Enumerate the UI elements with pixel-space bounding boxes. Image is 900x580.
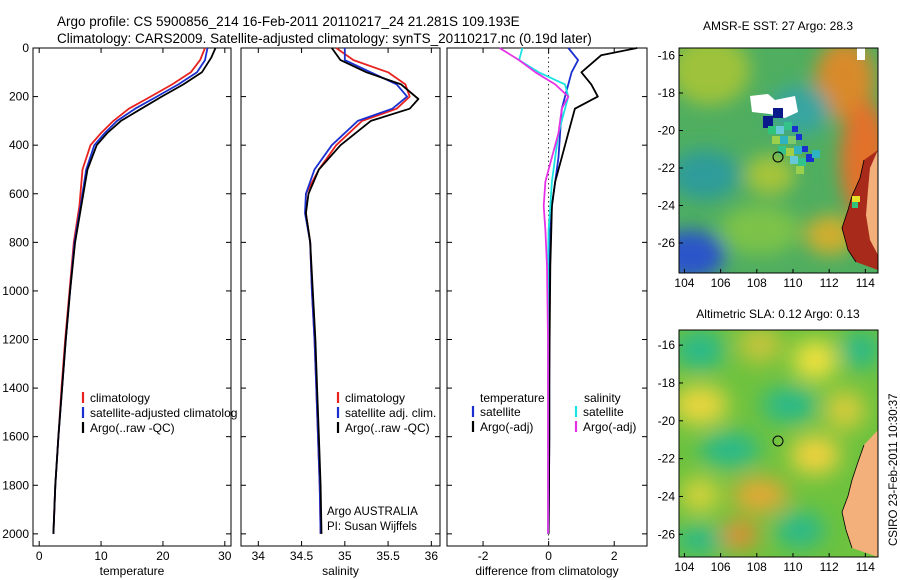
sst-map-axes: 104 106 108 110 112 114 -16 -18 -20 -22 -24 -26 [658,49,876,291]
sst-map-title: AMSR-E SST: 27 Argo: 28.3 [703,19,853,33]
y-tick-label: 600 [9,187,29,201]
sst-argo-swath [763,108,820,174]
map-y-tick-label: -22 [658,452,676,466]
x-tick-label: 0 [36,549,43,563]
plot-frame [32,47,232,547]
legend-label: Argo(-adj) [480,420,533,434]
y-tick-label: 800 [9,235,29,249]
x-tick-label: 30 [218,549,232,563]
map-x-tick-label: 108 [747,276,767,290]
sla-argo-marker [772,435,784,447]
sst-map: AMSR-E SST: 27 Argo: 28.3 [658,19,879,291]
y-tick-label: 1200 [2,333,29,347]
sla-map-axes: 104 106 108 110 112 114 -16 -18 -20 -22 -24 -26 [658,338,876,574]
sla-map-field [679,330,878,557]
x-axis-label: temperature [100,564,165,578]
legend-heading-temperature: temperature [480,391,545,405]
sla-land [842,430,878,557]
x-tick-label: 35.5 [376,549,400,563]
annotation-text: Argo AUSTRALIA [327,506,418,518]
map-x-tick-label: 106 [711,276,731,290]
map-x-tick-label: 112 [820,276,839,290]
y-tick-label: 1800 [2,478,29,492]
x-tick-label: 0 [545,549,552,563]
plot-frame [240,47,441,547]
title-line1: Argo profile: CS 5900856_214 16-Feb-2011… [57,14,520,29]
x-tick-label: 10 [94,549,108,563]
map-y-tick-label: -18 [658,376,676,390]
sla-map-title: Altimetric SLA: 0.12 Argo: 0.13 [696,307,860,321]
map-y-tick-label: -24 [658,489,676,503]
x-tick-label: -2 [478,549,489,563]
x-tick-label: 34.5 [290,549,314,563]
legend-label: climatology [345,391,405,405]
map-x-tick-label: 112 [820,560,839,574]
x-tick-label: 2 [611,549,618,563]
map-y-tick-label: -22 [658,161,676,175]
map-y-tick-label: -16 [658,49,676,63]
sla-coastline [841,444,865,549]
sst-argo-marker [772,151,784,163]
y-tick-label: 0 [22,41,29,55]
sst-missing-data [750,94,798,118]
sst-map-frame [678,47,879,274]
map-x-tick-label: 114 [856,560,875,574]
y-tick-label: 1600 [2,430,29,444]
sst-coastal-dot [852,196,860,202]
legend-label: Argo(..raw -QC) [345,421,430,435]
salinity-panel: 34 34.5 35 35.5 36 salinity climatologysatelli… [240,47,441,578]
sst-missing-patch [857,48,865,60]
x-axis-label: difference from climatology [475,564,618,578]
y-tick-label: 1400 [2,381,29,395]
sst-land [866,150,878,255]
y-tick-label: 1000 [2,284,29,298]
footer-stamp: CSIRO 23-Feb-2011 10:30:37 [888,393,900,546]
sla-map-frame [678,329,879,558]
map-y-tick-label: -24 [658,199,676,213]
series-line-1 [547,47,638,534]
x-axis-label: salinity [322,564,359,578]
legend-label: satellite-adjusted climatolog [90,406,237,420]
y-tick-label: 200 [9,90,29,104]
map-x-tick-label: 106 [711,560,731,574]
series-line-2 [304,47,420,534]
title-line2: Climatology: CARS2009. Satellite-adjuste… [57,31,592,46]
sst-coastal-dot-2 [852,202,858,208]
map-x-tick-label: 110 [783,560,802,574]
sst-map-field [679,48,878,273]
legend-label: Argo(-adj) [583,420,636,434]
sla-map: Altimetric SLA: 0.12 Argo: 0.13 [658,307,879,574]
legend-label: Argo(..raw -QC) [90,421,175,435]
series-line-2 [52,47,217,534]
sst-coastline [841,159,865,263]
x-tick-label: 36 [425,549,439,563]
legend-label: climatology [90,391,150,405]
x-tick-label: 34 [252,549,266,563]
x-tick-label: 35 [338,549,352,563]
legend-label: satellite [480,405,521,419]
map-y-tick-label: -20 [658,414,676,428]
y-tick-label: 2000 [2,527,29,541]
map-y-tick-label: -16 [658,338,676,352]
legend-label: satellite adj. clim. [345,406,436,420]
map-x-tick-label: 104 [674,276,694,290]
temperature-panel: 0 10 20 30 0 200 400 600 800 1000 1200 1400 1600 1800… [2,41,237,578]
map-y-tick-label: -26 [658,527,676,541]
map-y-tick-label: -18 [658,86,676,100]
x-tick-label: 20 [156,549,170,563]
map-x-tick-label: 114 [856,276,875,290]
y-tick-label: 400 [9,138,29,152]
annotation-text: PI: Susan Wijffels [327,521,417,533]
map-x-tick-label: 108 [747,560,767,574]
legend-label: satellite [583,405,624,419]
legend-heading-salinity: salinity [584,391,621,405]
map-y-tick-label: -20 [658,124,676,138]
map-x-tick-label: 110 [783,276,802,290]
map-x-tick-label: 104 [674,560,694,574]
map-y-tick-label: -26 [658,236,676,250]
series-line-3 [499,47,570,534]
